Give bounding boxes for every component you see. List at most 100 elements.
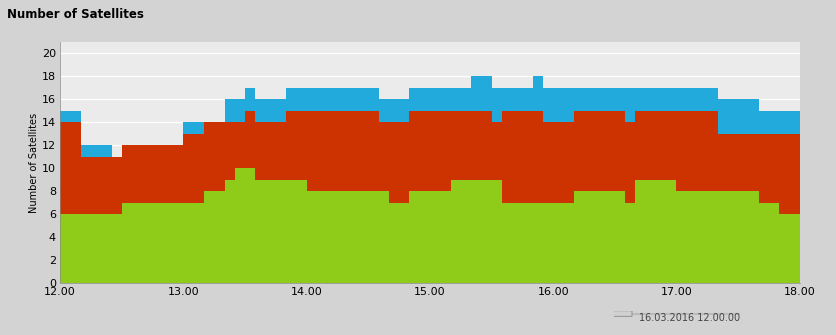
Bar: [60, 214, 70, 283]
Bar: [276, 122, 286, 180]
Bar: [70, 214, 81, 283]
Bar: [635, 111, 645, 180]
Bar: [563, 203, 573, 283]
Bar: [728, 99, 738, 134]
Bar: [153, 145, 163, 203]
Bar: [369, 111, 379, 191]
Bar: [522, 111, 533, 203]
Bar: [297, 111, 307, 180]
Bar: [441, 111, 451, 191]
Bar: [533, 203, 543, 283]
Bar: [225, 180, 235, 283]
Bar: [543, 203, 553, 283]
Bar: [91, 145, 101, 157]
Bar: [604, 88, 614, 111]
Bar: [255, 180, 266, 283]
Bar: [338, 88, 348, 111]
Bar: [338, 191, 348, 283]
Bar: [297, 88, 307, 111]
Bar: [533, 111, 543, 203]
Bar: [204, 191, 214, 283]
Bar: [656, 88, 666, 111]
Bar: [101, 145, 111, 157]
Bar: [789, 111, 800, 134]
Bar: [779, 134, 789, 214]
Bar: [266, 122, 276, 180]
Bar: [656, 111, 666, 180]
Bar: [111, 157, 122, 214]
Bar: [553, 122, 563, 203]
Bar: [255, 122, 266, 180]
Bar: [697, 191, 707, 283]
Bar: [235, 168, 245, 283]
Bar: [389, 99, 399, 122]
Bar: [183, 134, 194, 203]
Bar: [451, 88, 461, 111]
Bar: [461, 180, 471, 283]
Bar: [676, 191, 686, 283]
Bar: [410, 88, 420, 111]
Bar: [266, 99, 276, 122]
Bar: [563, 122, 573, 203]
Bar: [707, 191, 717, 283]
Bar: [276, 99, 286, 122]
Bar: [502, 88, 512, 111]
Bar: [338, 111, 348, 191]
Bar: [645, 111, 656, 180]
Bar: [573, 191, 584, 283]
Bar: [399, 122, 410, 203]
FancyBboxPatch shape: [612, 311, 632, 316]
Bar: [266, 180, 276, 283]
Bar: [194, 203, 204, 283]
Bar: [173, 203, 183, 283]
Bar: [245, 168, 255, 283]
Bar: [430, 88, 441, 111]
Bar: [194, 122, 204, 134]
Bar: [317, 111, 327, 191]
Bar: [471, 76, 482, 111]
Bar: [676, 88, 686, 111]
Bar: [666, 88, 676, 111]
Bar: [512, 88, 522, 111]
Bar: [142, 145, 153, 203]
Bar: [389, 122, 399, 203]
Bar: [789, 134, 800, 214]
Bar: [235, 122, 245, 168]
Bar: [111, 214, 122, 283]
Bar: [369, 191, 379, 283]
Bar: [769, 203, 779, 283]
Bar: [245, 111, 255, 168]
Bar: [60, 111, 70, 122]
Bar: [635, 88, 645, 111]
Y-axis label: Number of Satellites: Number of Satellites: [29, 113, 39, 212]
Bar: [297, 180, 307, 283]
Bar: [183, 122, 194, 134]
Bar: [614, 191, 625, 283]
Bar: [81, 214, 91, 283]
Bar: [399, 99, 410, 122]
Bar: [317, 88, 327, 111]
Bar: [471, 180, 482, 283]
Bar: [717, 191, 728, 283]
Bar: [543, 122, 553, 203]
Bar: [91, 157, 101, 214]
Bar: [666, 180, 676, 283]
Bar: [614, 111, 625, 191]
Bar: [317, 191, 327, 283]
Bar: [91, 214, 101, 283]
Bar: [492, 88, 502, 122]
Bar: [420, 88, 430, 111]
Text: Number of Satellites: Number of Satellites: [7, 8, 144, 21]
Bar: [471, 111, 482, 180]
Bar: [594, 191, 604, 283]
Bar: [327, 88, 338, 111]
Bar: [122, 145, 132, 203]
Bar: [245, 88, 255, 111]
Bar: [738, 134, 748, 191]
Bar: [235, 99, 245, 122]
Bar: [204, 122, 214, 191]
Bar: [451, 180, 461, 283]
Bar: [625, 203, 635, 283]
Bar: [553, 203, 563, 283]
Bar: [225, 99, 235, 122]
